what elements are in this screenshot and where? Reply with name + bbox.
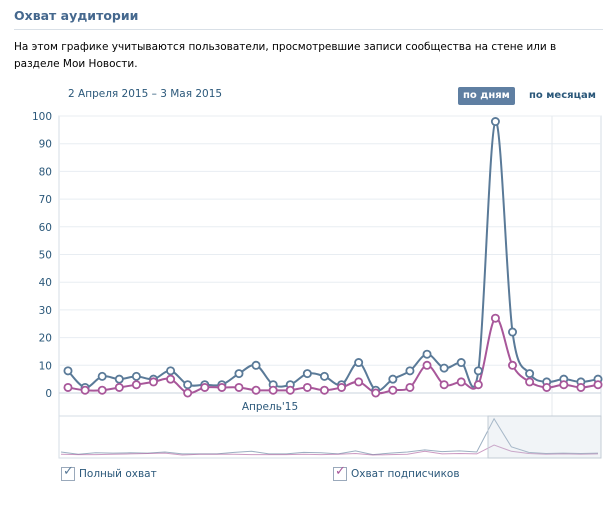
gridlines: [59, 115, 601, 366]
data-point[interactable]: [131, 371, 141, 381]
y-tick-label: 70: [39, 194, 52, 206]
y-axis-ticks: 0 10 20 30 40 50 60 70 80 90 100: [32, 111, 52, 400]
series-line-0: [67, 120, 599, 392]
data-point[interactable]: [422, 360, 432, 370]
data-point[interactable]: [80, 385, 90, 395]
by-months-button[interactable]: по месяцам: [529, 90, 596, 101]
navigator-series-1: [60, 444, 599, 456]
data-point[interactable]: [63, 382, 73, 392]
data-point[interactable]: [251, 385, 261, 395]
data-point[interactable]: [234, 382, 244, 392]
data-point[interactable]: [148, 377, 158, 387]
data-point[interactable]: [593, 380, 603, 390]
data-point[interactable]: [405, 366, 415, 376]
legend-subscribers-label: Охват подписчиков: [351, 468, 460, 480]
data-point[interactable]: [525, 369, 535, 379]
main-plot-area[interactable]: 0 10 20 30 40 50 60 70 80 90 100 Апрель'15: [32, 111, 603, 417]
by-days-button[interactable]: по дням: [458, 87, 515, 105]
data-point[interactable]: [114, 374, 124, 384]
x-axis-label: Апрель'15: [242, 401, 298, 413]
navigator-selection-handle[interactable]: [487, 415, 602, 459]
data-point[interactable]: [456, 377, 466, 387]
data-point[interactable]: [63, 366, 73, 376]
data-point[interactable]: [490, 117, 500, 127]
data-point[interactable]: [576, 382, 586, 392]
section-title: Охват аудитории: [14, 8, 139, 23]
legend-full-reach-label: Полный охват: [79, 468, 157, 480]
series-points[interactable]: [63, 117, 603, 398]
data-point[interactable]: [302, 369, 312, 379]
data-point[interactable]: [405, 382, 415, 392]
data-point[interactable]: [542, 382, 552, 392]
data-point[interactable]: [166, 366, 176, 376]
plot-frame: [58, 115, 602, 417]
data-point[interactable]: [422, 349, 432, 359]
data-point[interactable]: [302, 382, 312, 392]
data-point[interactable]: [183, 388, 193, 398]
data-point[interactable]: [439, 380, 449, 390]
data-point[interactable]: [217, 382, 227, 392]
chart-description: На этом графике учитываются пользователи…: [14, 41, 557, 70]
data-point[interactable]: [508, 360, 518, 370]
checkmark-icon: ✓: [63, 464, 74, 479]
data-point[interactable]: [268, 385, 278, 395]
header-divider: [14, 29, 603, 30]
data-point[interactable]: [439, 363, 449, 373]
data-point[interactable]: [319, 385, 329, 395]
data-point[interactable]: [200, 382, 210, 392]
series-lines: [67, 120, 599, 395]
data-point[interactable]: [354, 358, 364, 368]
data-point[interactable]: [114, 382, 124, 392]
legend-full-reach[interactable]: ✓ Полный охват: [61, 464, 157, 482]
data-point[interactable]: [285, 385, 295, 395]
y-tick-label: 100: [32, 111, 52, 123]
y-tick-label: 20: [39, 333, 52, 345]
data-point[interactable]: [388, 374, 398, 384]
data-point[interactable]: [388, 385, 398, 395]
navigator[interactable]: [58, 415, 602, 459]
y-tick-label: 40: [39, 277, 52, 289]
data-point[interactable]: [354, 377, 364, 387]
navigator-mini-lines: [60, 417, 599, 456]
data-point[interactable]: [131, 380, 141, 390]
data-point[interactable]: [508, 327, 518, 337]
data-point[interactable]: [456, 358, 466, 368]
data-point[interactable]: [97, 385, 107, 395]
data-point[interactable]: [183, 380, 193, 390]
data-point[interactable]: [559, 380, 569, 390]
data-point[interactable]: [251, 360, 261, 370]
y-tick-label: 60: [39, 222, 52, 234]
legend-subscribers-reach[interactable]: ✓ Охват подписчиков: [333, 464, 460, 482]
data-point[interactable]: [234, 369, 244, 379]
date-range-label: 2 Апреля 2015 – 3 Мая 2015: [68, 88, 223, 100]
y-tick-label: 80: [39, 166, 52, 178]
section-header: Охват аудитории: [0, 0, 603, 31]
y-tick-label: 30: [39, 305, 52, 317]
legend-subscribers-checkbox[interactable]: ✓: [333, 464, 347, 481]
data-point[interactable]: [371, 388, 381, 398]
y-tick-label: 50: [39, 250, 52, 262]
y-tick-label: 10: [39, 360, 52, 372]
y-tick-label: 0: [45, 388, 52, 400]
checkmark-icon: ✓: [335, 464, 346, 479]
data-point[interactable]: [319, 371, 329, 381]
data-point[interactable]: [97, 371, 107, 381]
data-point[interactable]: [490, 313, 500, 323]
data-point[interactable]: [473, 366, 483, 376]
y-tick-label: 90: [39, 139, 52, 151]
data-point[interactable]: [525, 377, 535, 387]
data-point[interactable]: [166, 374, 176, 384]
legend-full-reach-checkbox[interactable]: ✓: [61, 464, 75, 481]
data-point[interactable]: [473, 380, 483, 390]
data-point[interactable]: [337, 382, 347, 392]
